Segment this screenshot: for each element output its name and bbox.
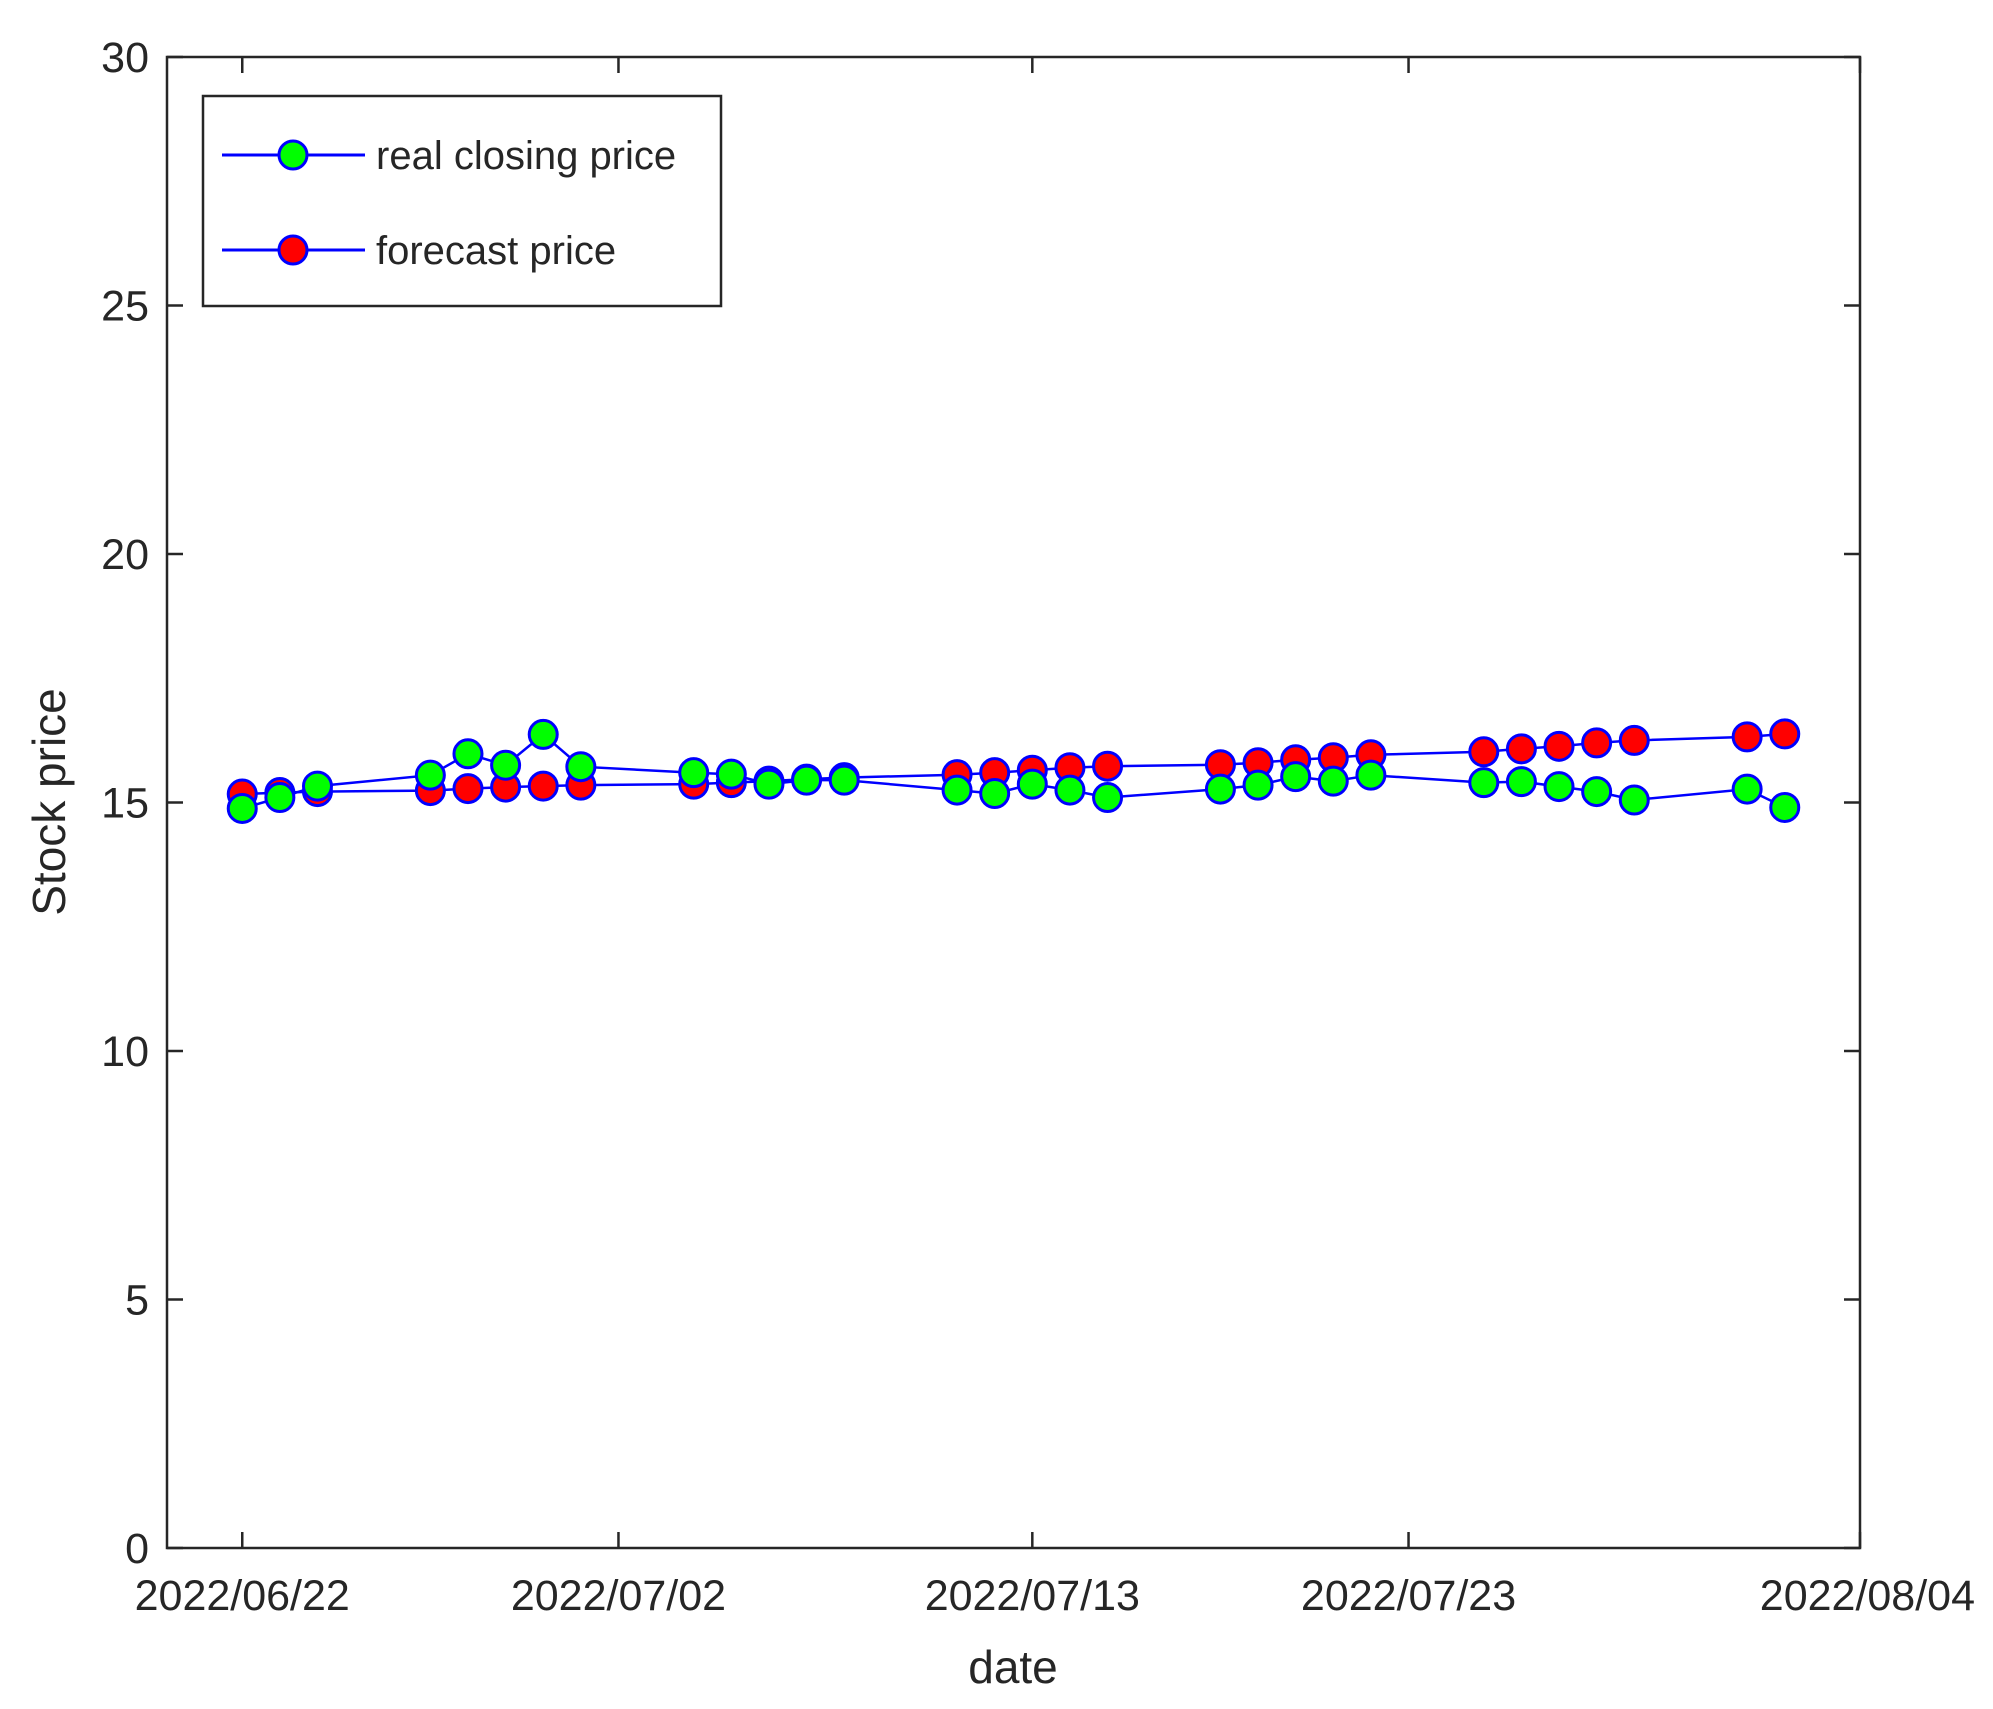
- y-tick-label: 15: [101, 780, 149, 828]
- x-tick-label: 2022/06/22: [135, 1572, 350, 1620]
- data-point-real: [226, 792, 258, 824]
- data-point-real: [1731, 773, 1763, 805]
- data-point-forecast: [1618, 724, 1650, 756]
- data-point-forecast: [1092, 750, 1124, 782]
- data-point-forecast: [1769, 718, 1801, 750]
- data-point-real: [1242, 769, 1274, 801]
- ticks-layer: 0 5 10 15 20 25 30 2022/06/22 2022/07/02 2022/07/…: [101, 34, 1975, 1620]
- data-point-forecast: [1505, 733, 1537, 765]
- legend: real closing price forecast price: [201, 94, 723, 308]
- data-point-forecast: [1543, 730, 1575, 762]
- data-point-real: [1355, 759, 1387, 791]
- x-tick-label: 2022/07/23: [1301, 1572, 1516, 1620]
- y-axis-label: Stock price: [23, 688, 75, 916]
- data-point-real: [1280, 761, 1312, 793]
- y-tick-label: 10: [101, 1028, 149, 1076]
- data-point-real: [1543, 771, 1575, 803]
- data-point-forecast: [1581, 727, 1613, 759]
- data-point-real: [301, 770, 333, 802]
- data-point-forecast: [527, 770, 559, 802]
- data-point-real: [1317, 765, 1349, 797]
- y-tick-label: 5: [125, 1277, 149, 1325]
- data-point-real: [452, 738, 484, 770]
- y-tick-label: 25: [101, 283, 149, 331]
- data-point-forecast: [1468, 736, 1500, 768]
- data-point-real: [753, 768, 785, 800]
- series-layer: [226, 718, 1801, 824]
- y-tick-label: 30: [101, 34, 149, 82]
- data-point-real: [1092, 782, 1124, 814]
- legend-marker-forecast: [277, 234, 309, 266]
- data-point-real: [715, 758, 747, 790]
- data-point-real: [1769, 791, 1801, 823]
- data-point-forecast: [1731, 721, 1763, 753]
- data-point-real: [941, 774, 973, 806]
- legend-label-real: real closing price: [376, 134, 676, 178]
- data-point-real: [490, 749, 522, 781]
- data-point-real: [414, 759, 446, 791]
- x-tick-label: 2022/07/02: [511, 1572, 726, 1620]
- data-point-real: [1581, 776, 1613, 808]
- data-point-real: [791, 764, 823, 796]
- x-tick-label: 2022/08/04: [1760, 1572, 1975, 1620]
- data-point-real: [1505, 766, 1537, 798]
- data-point-real: [527, 718, 559, 750]
- data-point-real: [1054, 774, 1086, 806]
- y-tick-label: 0: [125, 1525, 149, 1573]
- data-point-forecast: [452, 773, 484, 805]
- legend-label-forecast: forecast price: [376, 229, 616, 273]
- data-point-real: [1468, 767, 1500, 799]
- data-point-real: [1016, 768, 1048, 800]
- legend-marker-real: [277, 139, 309, 171]
- data-point-real: [828, 764, 860, 796]
- data-point-real: [979, 778, 1011, 810]
- data-point-real: [1204, 773, 1236, 805]
- data-point-real: [678, 757, 710, 789]
- data-point-real: [264, 782, 296, 814]
- x-axis-label: date: [968, 1641, 1058, 1693]
- data-point-real: [565, 751, 597, 783]
- data-point-real: [1618, 784, 1650, 816]
- y-tick-label: 20: [101, 531, 149, 579]
- legend-box: [201, 94, 723, 308]
- x-tick-label: 2022/07/13: [925, 1572, 1140, 1620]
